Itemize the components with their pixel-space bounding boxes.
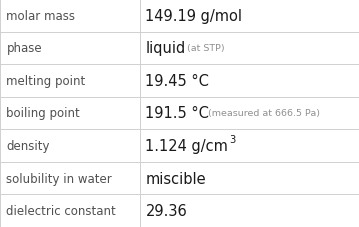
Text: 191.5 °C: 191.5 °C bbox=[145, 106, 209, 121]
Text: 29.36: 29.36 bbox=[145, 203, 187, 218]
Text: (at STP): (at STP) bbox=[187, 44, 224, 53]
Text: miscible: miscible bbox=[145, 171, 206, 186]
Text: phase: phase bbox=[6, 42, 42, 55]
Text: 19.45 °C: 19.45 °C bbox=[145, 74, 209, 89]
Text: melting point: melting point bbox=[6, 75, 86, 88]
Text: boiling point: boiling point bbox=[6, 107, 80, 120]
Text: density: density bbox=[6, 139, 50, 152]
Text: 149.19 g/mol: 149.19 g/mol bbox=[145, 9, 242, 24]
Text: dielectric constant: dielectric constant bbox=[6, 204, 116, 217]
Text: 1.124 g/cm: 1.124 g/cm bbox=[145, 138, 228, 153]
Text: solubility in water: solubility in water bbox=[6, 172, 112, 185]
Text: molar mass: molar mass bbox=[6, 10, 75, 23]
Text: 3: 3 bbox=[229, 134, 235, 144]
Text: liquid: liquid bbox=[145, 41, 186, 56]
Text: (measured at 666.5 Pa): (measured at 666.5 Pa) bbox=[208, 109, 320, 118]
